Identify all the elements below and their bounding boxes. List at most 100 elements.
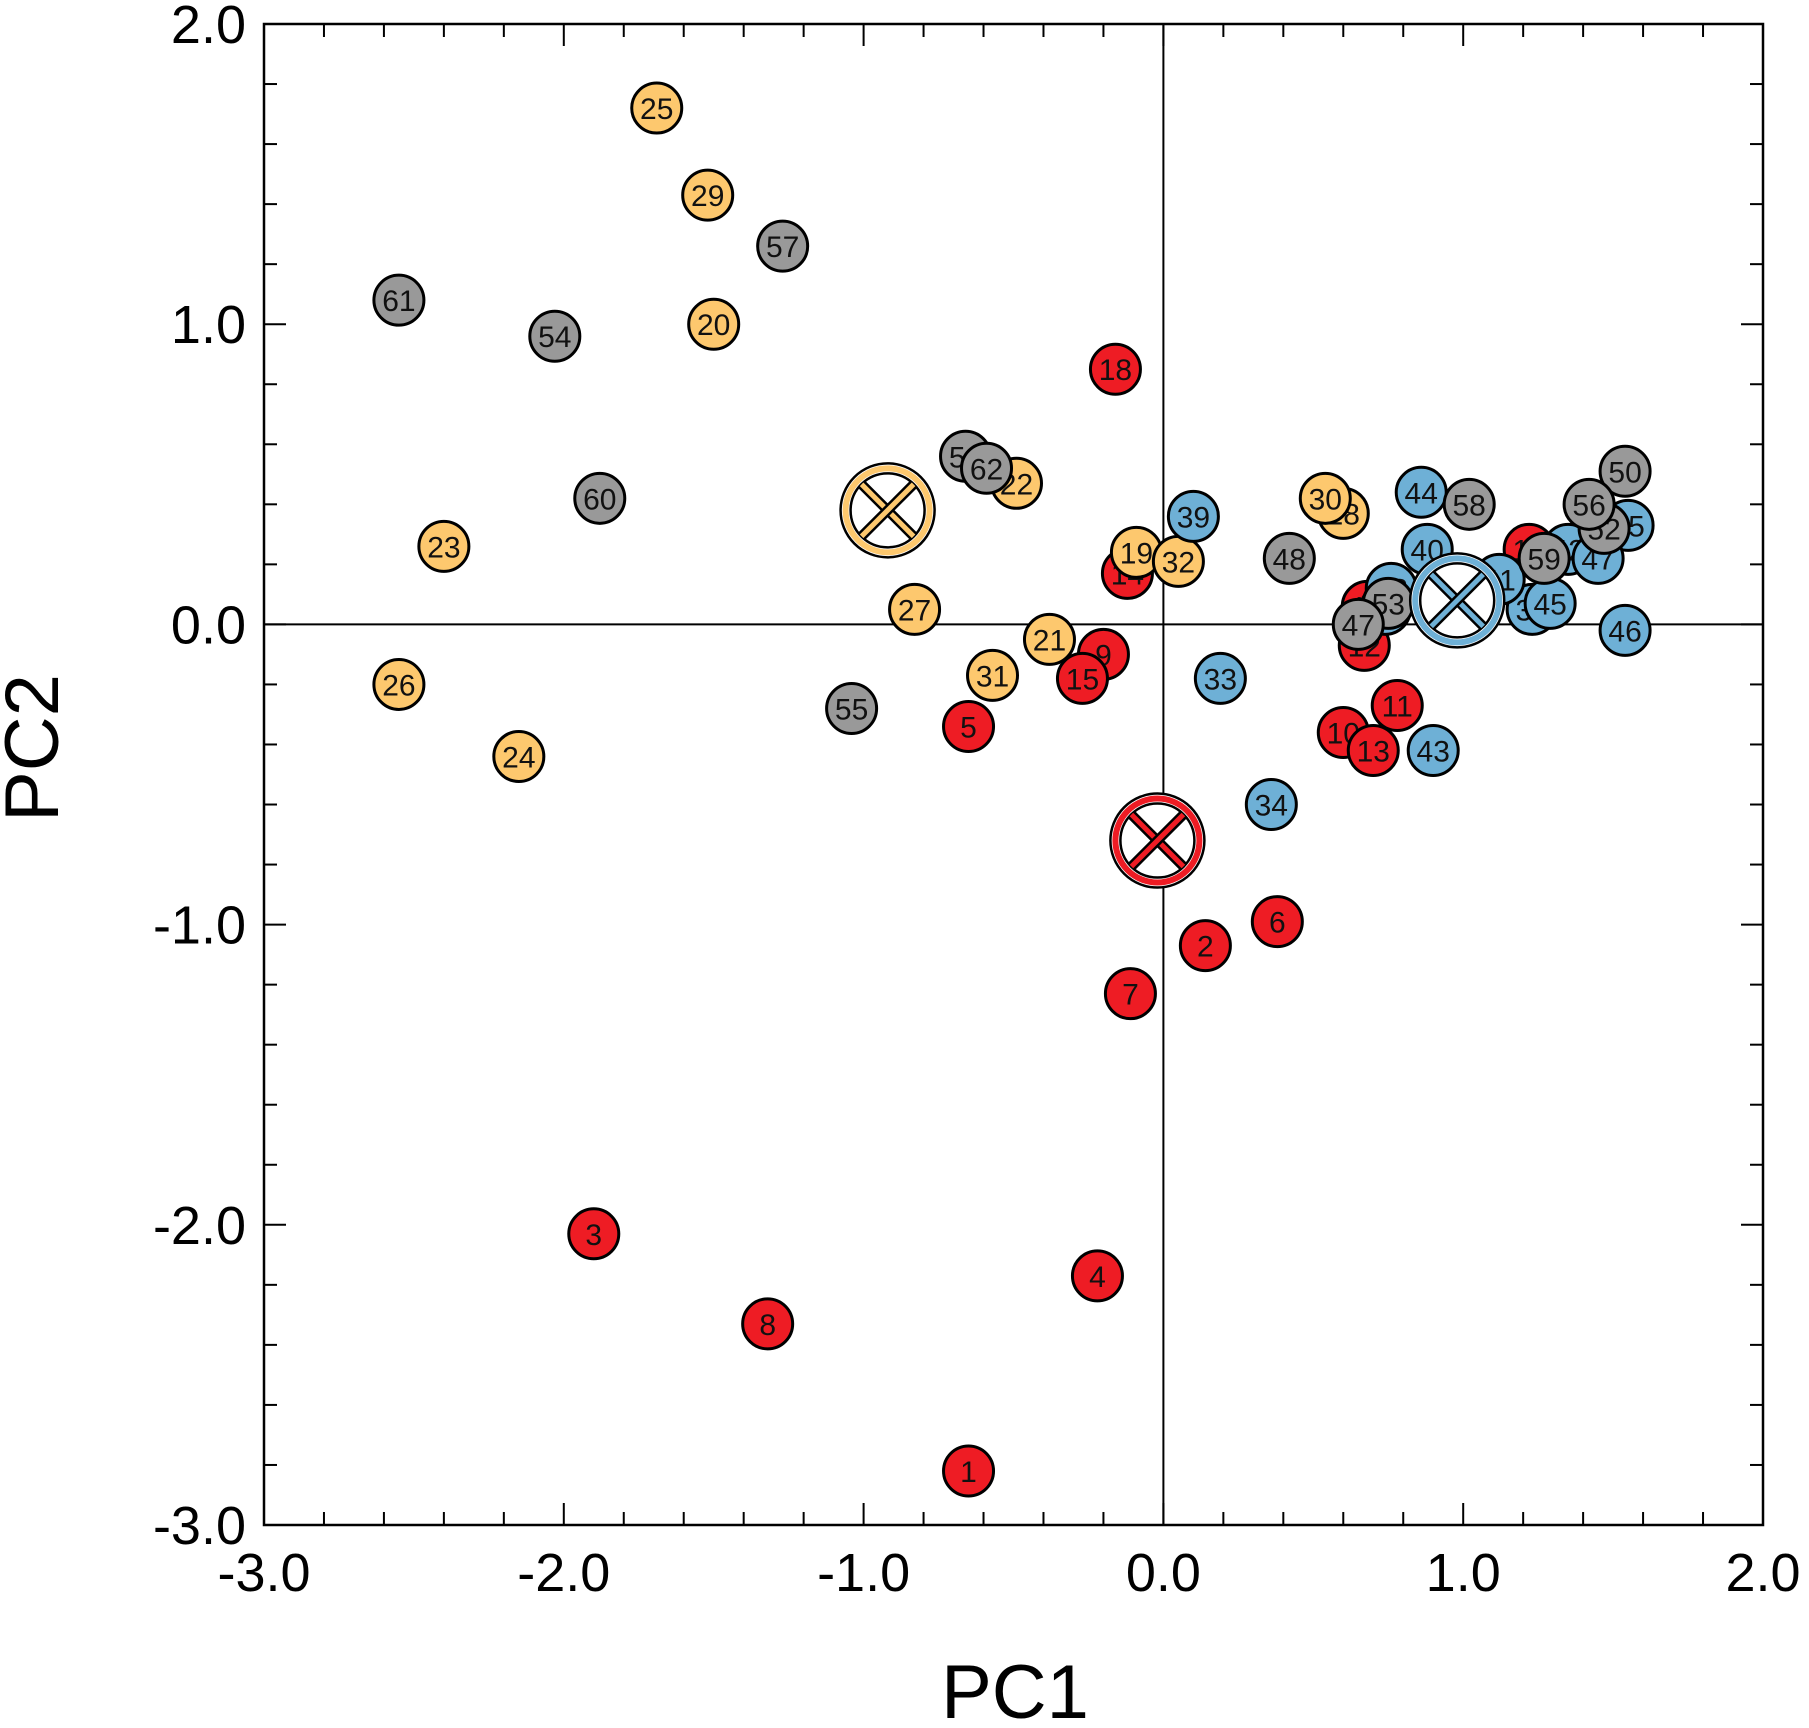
data-point-1: 1 [942,1444,996,1498]
point-label: 39 [1177,501,1210,534]
data-point-59: 59 [1517,531,1571,585]
point-marker [372,273,426,327]
axes: -3.0 -2.0 -1.0 0.0 1.0 2.0 -3.0 -2.0 -1.0 0.0 1.0 2… [153,0,1801,1603]
point-label: 4 [1089,1261,1106,1294]
point-label: 19 [1120,537,1153,570]
data-point-43: 43 [1406,723,1460,777]
point-marker [1346,723,1400,777]
centroid-color-ring [842,465,933,556]
data-point-58: 58 [1442,477,1496,531]
point-marker [528,309,582,363]
data-point-19: 19 [1109,525,1163,579]
point-label: 56 [1572,489,1605,522]
plot-frame [262,22,1765,1527]
centroid-color-ring [1412,555,1503,646]
data-point-11: 11 [1370,678,1424,732]
y-tick-label: 0.0 [171,595,246,655]
data-point-2: 2 [1178,919,1232,973]
point-marker [1055,651,1109,705]
data-point-21: 21 [1022,612,1076,666]
point-marker [1178,919,1232,973]
data-point-54: 54 [528,309,582,363]
data-point-33: 33 [1193,651,1247,705]
point-marker [573,471,627,525]
point-marker [1562,477,1616,531]
data-point-48: 48 [1262,531,1316,585]
data-point-46: 46 [1598,603,1652,657]
x-tick-label: -3.0 [217,1543,310,1603]
data-point-50: 50 [1598,444,1652,498]
point-label: 46 [1608,615,1641,648]
point-marker [567,1207,621,1261]
point-marker [1517,531,1571,585]
point-marker [1370,678,1424,732]
y-tick-label: 2.0 [171,0,246,55]
point-marker [492,729,546,783]
data-point-57: 57 [756,219,810,273]
point-marker [1103,967,1157,1021]
point-label: 34 [1255,790,1288,823]
point-label: 59 [1527,543,1560,576]
point-marker [1442,477,1496,531]
point-label: 43 [1417,735,1450,768]
data-point-34: 34 [1244,778,1298,832]
point-label: 5 [960,711,977,744]
centroid-cross [1129,812,1186,869]
point-label: 31 [976,660,1009,693]
data-point-55: 55 [825,681,879,735]
data-point-30: 30 [1298,471,1352,525]
data-point-47: 47 [1331,597,1385,651]
x-tick-label: -2.0 [517,1543,610,1603]
point-marker [1331,597,1385,651]
point-label: 58 [1453,489,1486,522]
point-label: 25 [640,93,673,126]
data-point-45: 45 [1523,576,1577,630]
point-label: 62 [970,453,1003,486]
data-point-15: 15 [1055,651,1109,705]
y-tick-label: 1.0 [171,295,246,355]
point-label: 23 [427,531,460,564]
point-label: 13 [1357,735,1390,768]
data-point-3: 3 [567,1207,621,1261]
data-point-44: 44 [1394,465,1448,519]
point-label: 11 [1382,690,1413,723]
data-point-31: 31 [966,648,1020,702]
point-label: 48 [1273,543,1306,576]
data-points: 1234567891011121314151617181920212223242… [372,81,1655,1498]
point-label: 20 [697,309,730,342]
x-axis-title: PC1 [941,1650,1089,1728]
point-label: 3 [585,1219,602,1252]
x-tick-label: -1.0 [817,1543,910,1603]
centroid-cross [859,482,916,539]
point-marker [1070,1249,1124,1303]
point-marker [1193,651,1247,705]
point-marker [888,582,942,636]
point-label: 26 [382,669,415,702]
x-tick-label: 1.0 [1426,1543,1501,1603]
point-label: 2 [1197,931,1214,964]
data-point-13: 13 [1346,723,1400,777]
point-marker [825,681,879,735]
point-marker [1166,489,1220,543]
data-point-56: 56 [1562,477,1616,531]
point-label: 24 [502,741,535,774]
point-label: 21 [1033,624,1066,657]
point-marker [966,648,1020,702]
data-point-26: 26 [372,657,426,711]
data-point-32: 32 [1151,534,1205,588]
point-marker [960,441,1014,495]
point-marker [756,219,810,273]
point-label: 50 [1608,456,1641,489]
point-marker [1250,895,1304,949]
point-label: 60 [583,483,616,516]
data-point-5: 5 [942,699,996,753]
point-marker [1022,612,1076,666]
point-marker [942,1444,996,1498]
data-point-20: 20 [687,297,741,351]
point-label: 7 [1122,979,1139,1012]
group-centroid-marker [1109,792,1206,889]
point-label: 61 [382,285,415,318]
data-point-27: 27 [888,582,942,636]
point-label: 6 [1269,907,1286,940]
group-centroid-marker [839,462,936,559]
